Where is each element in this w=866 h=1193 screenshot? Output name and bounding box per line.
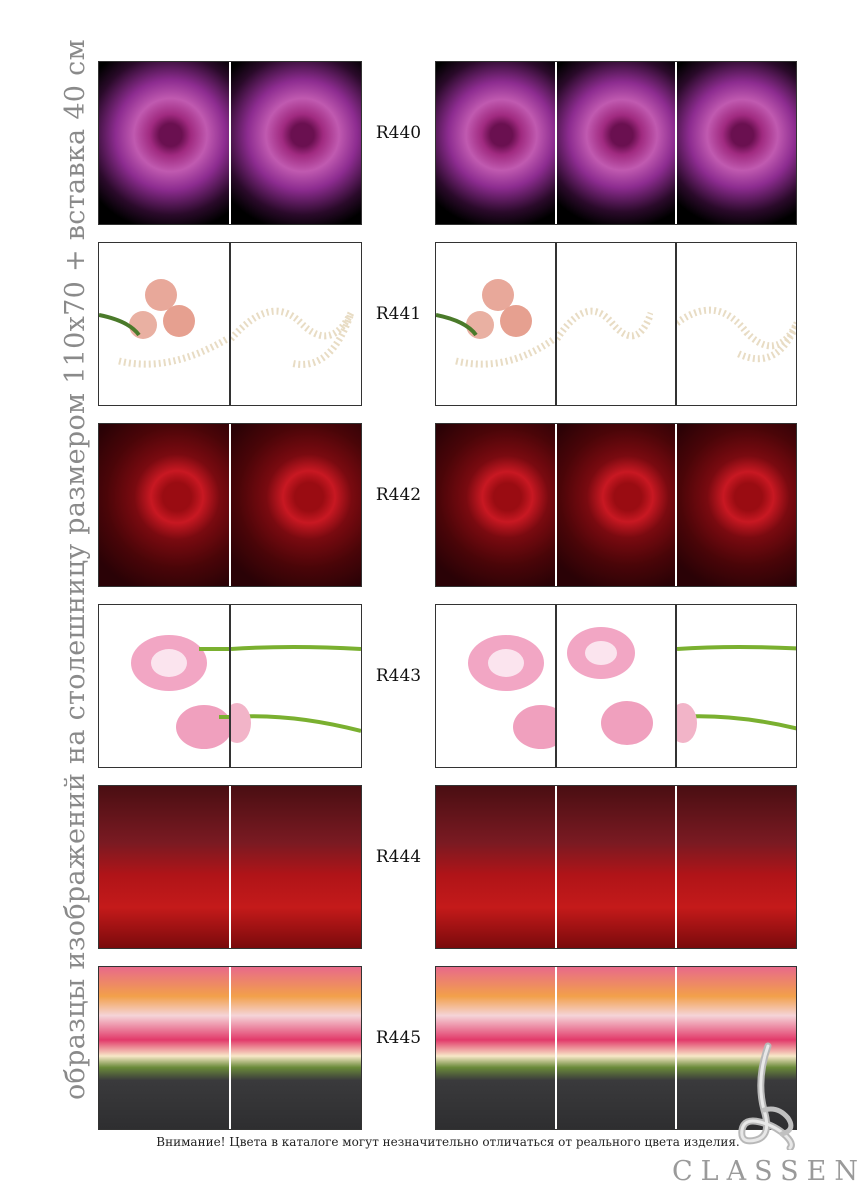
two-panel-preview [98,242,362,406]
sample-code: R441 [375,304,422,324]
flowers-image-middle [556,967,678,1129]
red-rose-image-left [99,424,231,586]
sample-row-r444: R444 [0,785,866,951]
pearls-graphic [677,306,797,363]
sample-row-r441: R441 [0,242,866,408]
sample-code: R445 [375,1028,422,1048]
sample-row-r440: R440 [0,61,866,227]
sample-code: R440 [375,123,422,143]
pearls-image-right [677,243,797,405]
lotus-graphic [468,635,555,749]
red-roses-image-right [231,786,361,948]
two-panel-preview [98,604,362,768]
roses-pearls-graphic [99,279,229,368]
red-rose-image-middle [556,424,678,586]
lotus-image-middle [556,605,678,767]
red-rose-image-right [231,424,361,586]
flowers-image-left [436,967,557,1129]
two-panel-preview [98,785,362,949]
lotus-image-left [99,605,231,767]
red-roses-image-middle [556,786,678,948]
sample-code: R442 [375,485,422,505]
rose-image-right [231,62,361,224]
flowers-image-left [99,967,231,1129]
lotus-stems-image-right [231,605,361,767]
pearls-roses-image-left [99,243,231,405]
lotus-graphic [566,627,653,745]
three-panel-preview [435,604,797,768]
sample-row-r445: R445 [0,966,866,1132]
color-disclaimer: Внимание! Цвета в каталоге могут незначи… [156,1135,740,1149]
lotus-image-left [436,605,557,767]
lotus-graphic [131,635,229,749]
rose-image-left [436,62,557,224]
three-panel-preview [435,423,797,587]
two-panel-preview [98,423,362,587]
sample-code: R444 [375,847,422,867]
red-rose-image-right [677,424,797,586]
three-panel-preview [435,61,797,225]
pearls-roses-image-left [436,243,557,405]
rose-image-right [677,62,797,224]
red-roses-image-left [436,786,557,948]
sample-row-r443: R443 [0,604,866,770]
pearls-graphic [556,307,654,341]
sample-code: R443 [375,666,422,686]
two-panel-preview [98,61,362,225]
roses-pearls-graphic [436,279,555,368]
pearls-graphic [231,307,355,368]
lotus-stems-image-right [677,605,797,767]
stems-graphic [231,645,361,743]
two-panel-preview [98,966,362,1130]
classen-logo-icon [738,1042,795,1150]
three-panel-preview [435,785,797,949]
flowers-image-right [677,967,797,1129]
rose-image-middle [556,62,678,224]
red-roses-image-left [99,786,231,948]
rose-image-left [99,62,231,224]
stems-graphic [677,645,797,743]
pearls-image-middle [556,243,678,405]
three-panel-preview [435,966,797,1130]
three-panel-preview [435,242,797,406]
pearls-image-right [231,243,361,405]
flowers-image-right [231,967,361,1129]
brand-wordmark: CLASSEN [672,1156,866,1187]
sample-row-r442: R442 [0,423,866,589]
red-rose-image-left [436,424,557,586]
red-roses-image-right [677,786,797,948]
